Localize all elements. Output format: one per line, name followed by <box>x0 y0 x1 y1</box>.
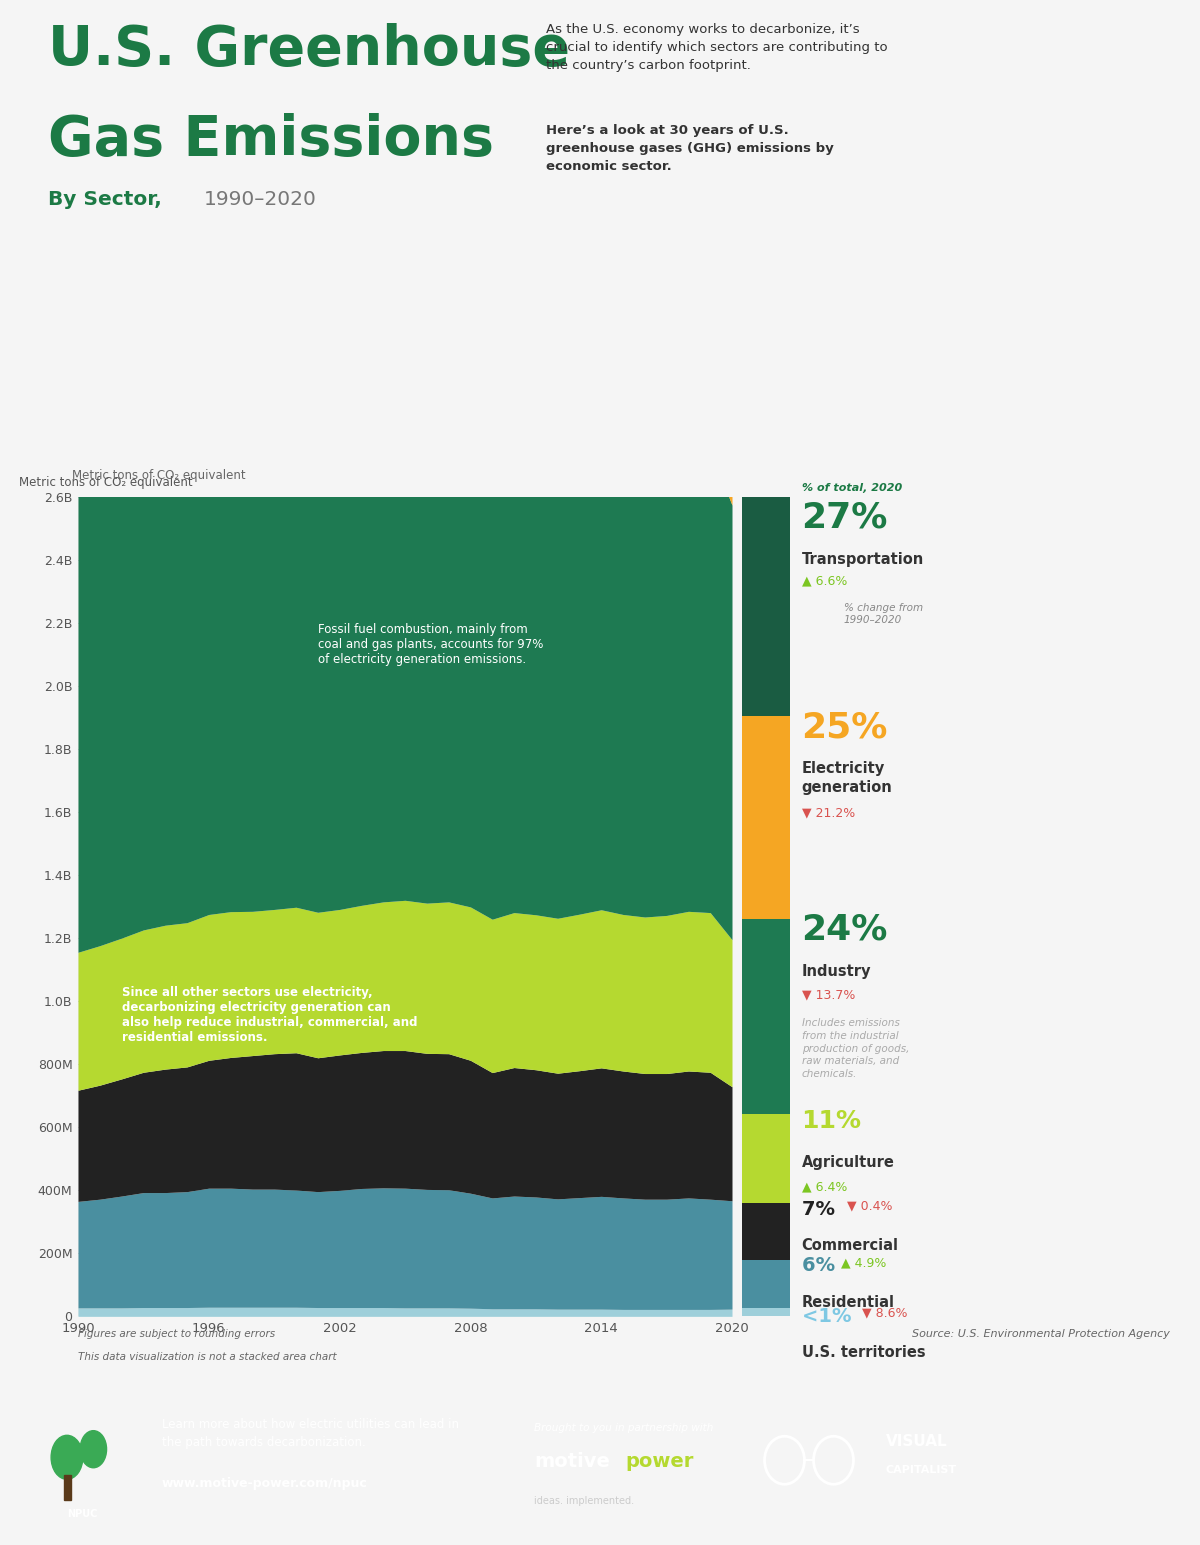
Text: % of total, 2020: % of total, 2020 <box>802 484 902 493</box>
Text: As the U.S. economy works to decarbonize, it’s
crucial to identify which sectors: As the U.S. economy works to decarbonize… <box>546 23 888 73</box>
Text: ▲ 6.4%: ▲ 6.4% <box>802 1180 847 1193</box>
Text: Includes emissions
from the industrial
production of goods,
raw materials, and
c: Includes emissions from the industrial p… <box>802 1018 908 1078</box>
Text: Here’s a look at 30 years of U.S.
greenhouse gases (GHG) emissions by
economic s: Here’s a look at 30 years of U.S. greenh… <box>546 124 834 173</box>
Text: Fossil fuel combustion, mainly from
coal and gas plants, accounts for 97%
of ele: Fossil fuel combustion, mainly from coal… <box>318 624 544 666</box>
Text: ▲ 6.6%: ▲ 6.6% <box>802 575 847 587</box>
Text: power: power <box>625 1452 694 1471</box>
Text: Industry: Industry <box>802 964 871 980</box>
Text: Metric tons of CO₂ equivalent: Metric tons of CO₂ equivalent <box>19 476 193 490</box>
Text: This data visualization is not a stacked area chart: This data visualization is not a stacked… <box>78 1352 337 1361</box>
Text: www.motive-power.com/npuc: www.motive-power.com/npuc <box>162 1477 367 1489</box>
Text: ▼ 13.7%: ▼ 13.7% <box>802 989 854 1001</box>
Text: CAPITALIST: CAPITALIST <box>886 1465 956 1474</box>
Text: Transportation: Transportation <box>802 552 924 567</box>
Text: U.S. territories: U.S. territories <box>802 1346 925 1360</box>
Text: Metric tons of CO₂ equivalent: Metric tons of CO₂ equivalent <box>72 470 246 482</box>
Text: ▼ 8.6%: ▼ 8.6% <box>862 1307 907 1319</box>
Ellipse shape <box>80 1431 107 1468</box>
Text: <1%: <1% <box>802 1307 865 1326</box>
Text: U.S. Greenhouse: U.S. Greenhouse <box>48 23 570 77</box>
Text: % change from
1990–2020: % change from 1990–2020 <box>844 603 923 624</box>
Text: ▼ 21.2%: ▼ 21.2% <box>802 806 854 819</box>
Text: ideas. implemented.: ideas. implemented. <box>534 1496 634 1505</box>
Text: Electricity
generation: Electricity generation <box>802 762 893 794</box>
Text: ▲ 4.9%: ▲ 4.9% <box>841 1256 887 1270</box>
Text: 1990–2020: 1990–2020 <box>204 190 317 209</box>
Text: VISUAL: VISUAL <box>886 1434 947 1449</box>
Text: 24%: 24% <box>802 913 888 947</box>
Text: NPUC: NPUC <box>67 1509 98 1519</box>
Text: Gas Emissions: Gas Emissions <box>48 113 494 167</box>
Text: 7%: 7% <box>802 1200 848 1219</box>
Text: 25%: 25% <box>802 711 888 745</box>
Text: Commercial: Commercial <box>802 1239 899 1253</box>
Text: 6%: 6% <box>802 1256 848 1276</box>
Text: 11%: 11% <box>802 1109 862 1132</box>
Bar <box>64 1474 71 1500</box>
Text: By Sector,: By Sector, <box>48 190 162 209</box>
Text: ▼ 0.4%: ▼ 0.4% <box>847 1200 893 1213</box>
Text: Source: U.S. Environmental Protection Agency: Source: U.S. Environmental Protection Ag… <box>912 1329 1170 1338</box>
Text: 27%: 27% <box>802 501 888 535</box>
Text: Since all other sectors use electricity,
decarbonizing electricity generation ca: Since all other sectors use electricity,… <box>121 986 418 1044</box>
Text: Learn more about how electric utilities can lead in
the path towards decarboniza: Learn more about how electric utilities … <box>162 1418 458 1449</box>
Text: Residential: Residential <box>802 1295 895 1310</box>
Text: Brought to you in partnership with: Brought to you in partnership with <box>534 1423 713 1432</box>
Text: Figures are subject to rounding errors: Figures are subject to rounding errors <box>78 1329 275 1338</box>
Ellipse shape <box>52 1435 83 1480</box>
Text: Agriculture: Agriculture <box>802 1156 894 1171</box>
Text: motive: motive <box>534 1452 610 1471</box>
